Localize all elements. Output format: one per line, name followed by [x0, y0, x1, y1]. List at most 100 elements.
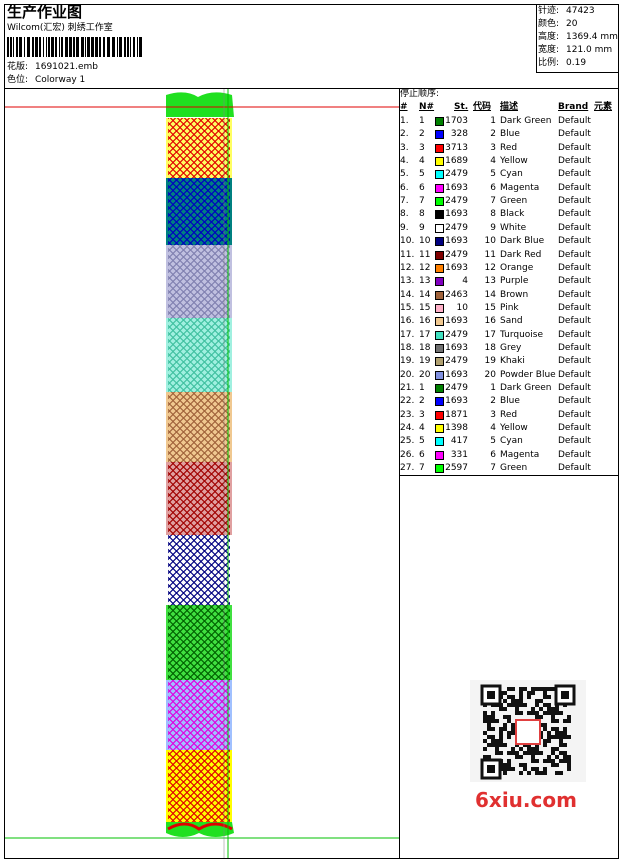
- qr-module: [551, 687, 555, 691]
- row-description: Cyan: [500, 436, 523, 447]
- row-index: 27.: [400, 463, 415, 474]
- qr-module: [563, 719, 567, 723]
- row-description: Green: [500, 463, 528, 474]
- qr-module: [555, 719, 559, 723]
- column-header: #: [400, 102, 408, 112]
- qr-module: [503, 691, 507, 695]
- band-stitches: [168, 178, 230, 245]
- qr-module: [535, 759, 539, 763]
- qr-module: [543, 759, 547, 763]
- row-code: 3: [490, 409, 496, 420]
- qr-module: [539, 751, 543, 755]
- qr-module: [567, 763, 571, 767]
- qr-module: [563, 755, 567, 759]
- watermark: 6xiu.com: [475, 788, 577, 812]
- qr-module: [551, 751, 555, 755]
- band-stitches: [168, 392, 230, 462]
- qr-module: [491, 743, 495, 747]
- qr-module: [543, 771, 547, 775]
- row-index: 3.: [400, 142, 409, 153]
- row-index: 26.: [400, 449, 415, 460]
- qr-module: [491, 715, 495, 719]
- row-index: 16.: [400, 316, 415, 327]
- qr-module: [563, 731, 567, 735]
- row-brand: Default: [558, 423, 591, 434]
- qr-module: [567, 735, 571, 739]
- qr-module: [567, 759, 571, 763]
- row-index: 22.: [400, 396, 415, 407]
- row-code: 4: [490, 423, 496, 434]
- qr-finder-dot: [487, 765, 495, 773]
- qr-module: [511, 695, 515, 699]
- header-divider: [4, 88, 619, 89]
- qr-module: [511, 723, 515, 727]
- barcode-bar: [61, 37, 63, 57]
- qr-module: [563, 727, 567, 731]
- band-stitches: [168, 750, 230, 822]
- qr-module: [499, 743, 503, 747]
- row-stitches: 331: [450, 449, 468, 460]
- row-needle: 1: [419, 116, 425, 126]
- qr-module: [499, 731, 503, 735]
- table-bottom: [399, 475, 619, 476]
- qr-module: [515, 707, 519, 711]
- row-code: 2: [490, 129, 496, 140]
- qr-module: [495, 743, 499, 747]
- row-brand: Default: [558, 169, 591, 180]
- row-index: 10.: [400, 236, 415, 247]
- row-brand: Default: [558, 156, 591, 167]
- color-swatch: [435, 464, 444, 474]
- row-stitches: 328: [450, 129, 468, 140]
- barcode-bar: [32, 37, 34, 57]
- row-description: Sand: [500, 316, 523, 327]
- qr-module: [551, 759, 555, 763]
- qr-module: [531, 751, 535, 755]
- info-value: 121.0 mm: [566, 45, 613, 55]
- row-description: Khaki: [500, 356, 525, 367]
- qr-module: [551, 727, 555, 731]
- row-needle: 19: [419, 356, 431, 367]
- qr-module: [547, 703, 551, 707]
- qr-module: [559, 771, 563, 775]
- color-swatch: [435, 277, 444, 287]
- barcode-bar: [139, 37, 142, 57]
- qr-module: [483, 755, 487, 759]
- row-brand: Default: [558, 196, 591, 207]
- qr-module: [527, 711, 531, 715]
- qr-module: [547, 735, 551, 739]
- qr-module: [543, 723, 547, 727]
- qr-module: [547, 695, 551, 699]
- qr-module: [531, 711, 535, 715]
- qr-module: [531, 759, 535, 763]
- qr-finder-dot: [561, 691, 569, 699]
- qr-module: [535, 687, 539, 691]
- qr-module: [491, 727, 495, 731]
- qr-module: [567, 719, 571, 723]
- band-stitches: [168, 535, 230, 605]
- color-swatch: [435, 450, 444, 460]
- row-index: 23.: [400, 409, 415, 420]
- row-index: 25.: [400, 436, 415, 447]
- qr-module: [507, 763, 511, 767]
- title: 生产作业图: [7, 3, 83, 21]
- row-stitches: 2479: [445, 169, 468, 180]
- color-swatch: [435, 210, 444, 220]
- qr-module: [559, 739, 563, 743]
- qr-module: [567, 767, 571, 771]
- info-label: 宽度:: [538, 45, 560, 55]
- row-description: Powder Blue: [500, 369, 556, 380]
- qr-module: [511, 767, 515, 771]
- qr-module: [547, 731, 551, 735]
- row-needle: 7: [419, 196, 425, 207]
- color-swatch: [435, 223, 444, 233]
- color-swatch: [435, 290, 444, 300]
- qr-module: [527, 771, 531, 775]
- qr-module: [527, 747, 531, 751]
- qr-module: [559, 759, 563, 763]
- qr-module: [503, 707, 507, 711]
- row-stitches: 2479: [445, 249, 468, 260]
- qr-module: [507, 759, 511, 763]
- qr-module: [543, 703, 547, 707]
- qr-module: [487, 755, 491, 759]
- qr-module: [511, 699, 515, 703]
